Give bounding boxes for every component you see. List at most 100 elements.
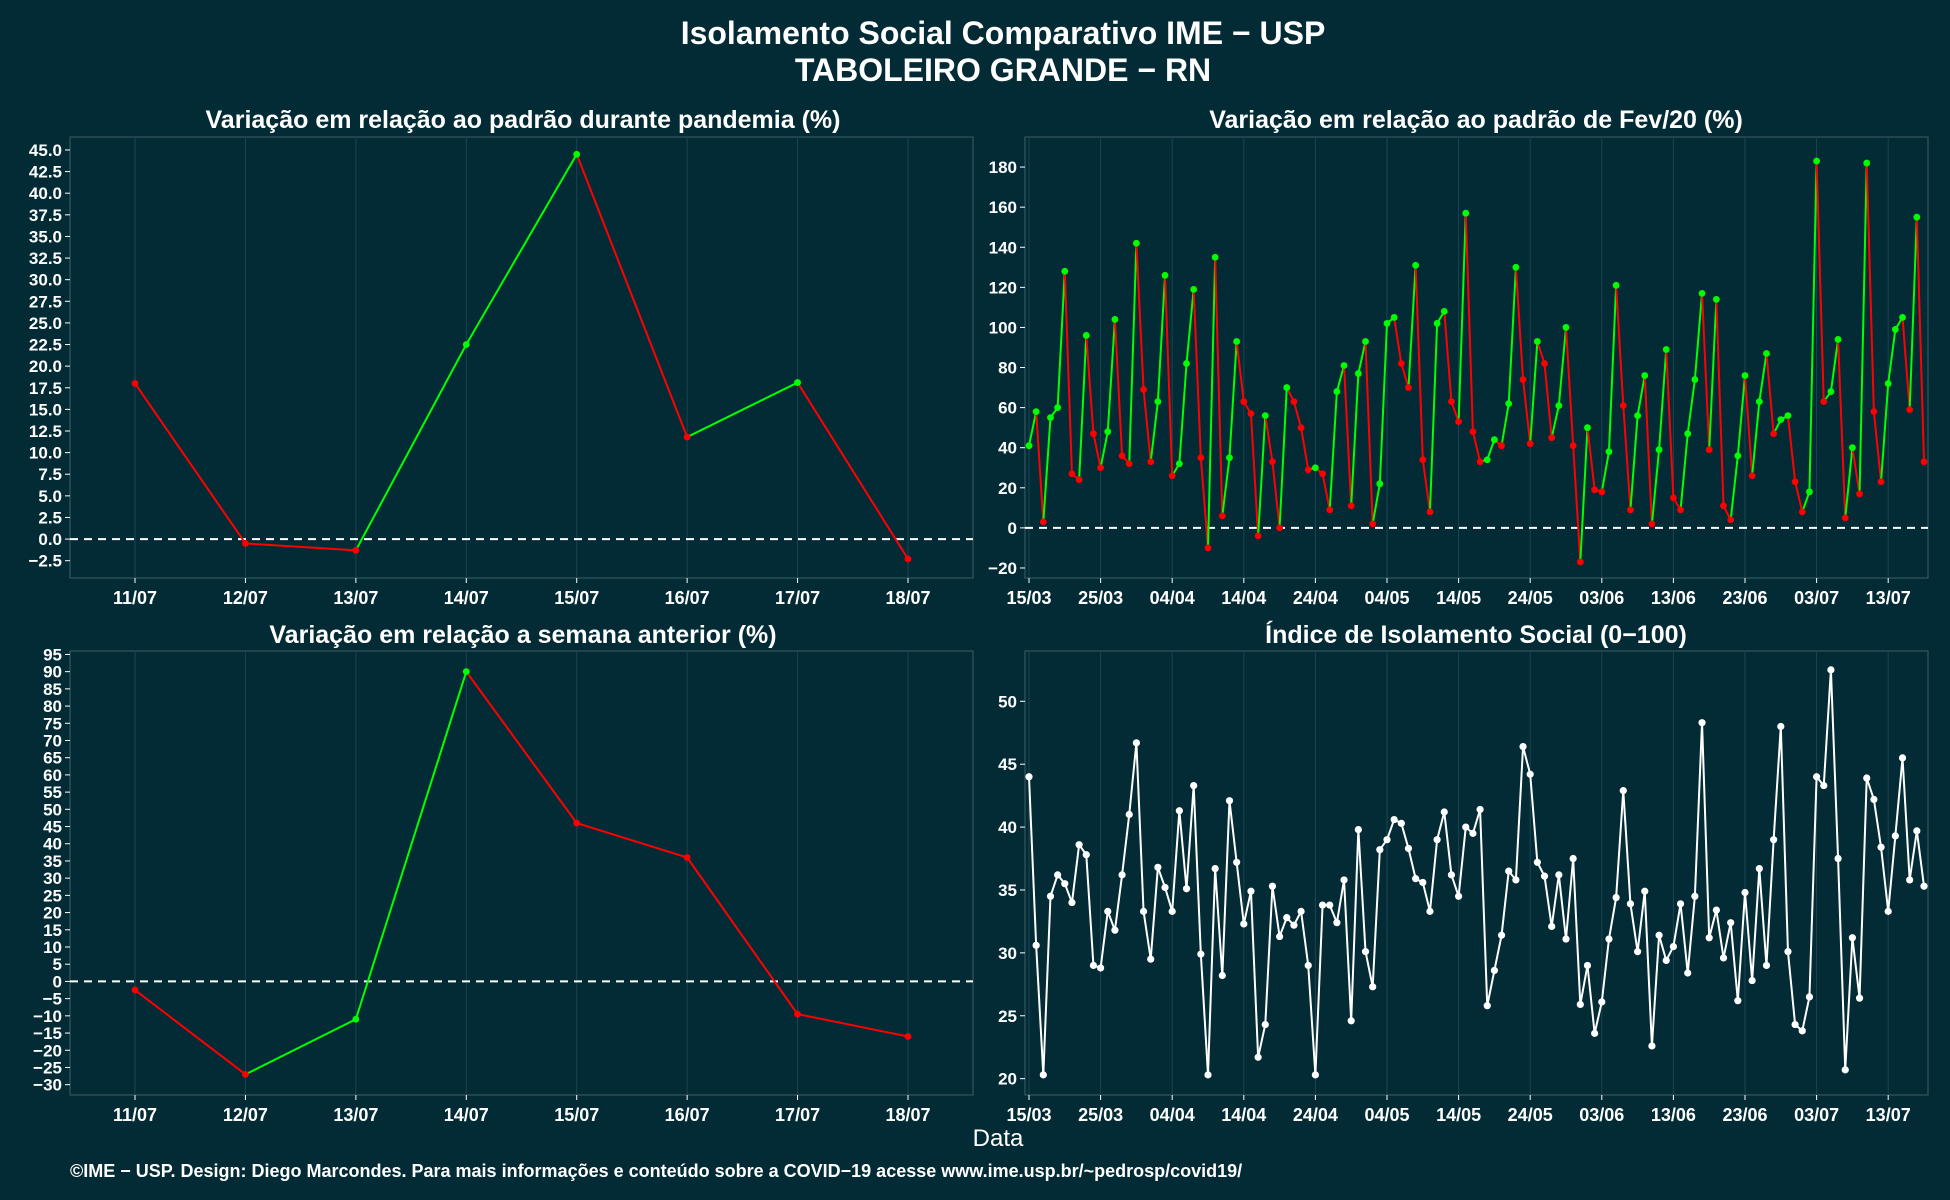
y-tick-label: 0 [1008, 519, 1017, 538]
y-tick-label: 25 [43, 886, 62, 905]
y-tick-label: 30 [43, 869, 62, 888]
series-segment [686, 381, 799, 438]
series-segment [1228, 341, 1238, 458]
series-segment [1708, 299, 1718, 450]
data-point [1419, 878, 1427, 887]
series-segment [1744, 892, 1754, 981]
series-segment [1479, 809, 1489, 1006]
series-segment [1292, 401, 1303, 428]
series-segment [1121, 814, 1131, 876]
series-segment [1421, 459, 1431, 512]
y-tick-label: 30 [998, 944, 1017, 963]
series-segment [1378, 323, 1388, 484]
data-point [1054, 871, 1062, 879]
footer-credit: ©IME − USP. Design: Diego Marcondes. Par… [70, 1161, 1242, 1181]
series-segment [1693, 722, 1704, 897]
data-point [1276, 932, 1284, 941]
series-segment [1565, 858, 1575, 940]
series-segment [1042, 417, 1052, 522]
x-tick-label: 18/07 [885, 588, 930, 608]
series-segment [1636, 375, 1646, 416]
series-segment [1550, 405, 1560, 438]
y-tick-label: 45 [998, 755, 1017, 774]
series-segment [1185, 785, 1195, 889]
data-point [1226, 454, 1233, 462]
series-segment [1393, 317, 1403, 364]
data-point [1261, 1020, 1269, 1029]
data-point [1440, 808, 1448, 816]
series-segment [1457, 213, 1467, 422]
y-tick-label: 60 [43, 766, 62, 785]
series-segment [1908, 830, 1918, 881]
series-segment [1665, 349, 1675, 498]
series-segment [1407, 848, 1417, 879]
data-point [1039, 1071, 1047, 1079]
chart-pandemia: 11/07 12/07 13/07 14/07 15/07 16/07 17/07 18/07… [28, 136, 974, 608]
data-point [1347, 1017, 1355, 1025]
data-point [1898, 754, 1907, 762]
series-segment [1751, 401, 1761, 476]
data-point [1311, 1071, 1319, 1079]
data-point [1125, 460, 1133, 468]
y-tick-label: 10.0 [29, 444, 62, 463]
series-segment [1457, 826, 1467, 897]
series-segment [1400, 363, 1410, 388]
x-tick-label: 14/05 [1436, 1105, 1481, 1125]
series-segment [1371, 483, 1381, 525]
series-segment [1579, 427, 1589, 563]
data-point [1855, 994, 1864, 1002]
data-point [1362, 338, 1369, 345]
data-point [1669, 942, 1677, 951]
series-segment [1880, 383, 1890, 482]
data-point [1304, 466, 1312, 474]
series-segment [1829, 669, 1840, 859]
data-point [1884, 907, 1892, 915]
series-segment [1615, 790, 1625, 898]
y-tick-label: 40.0 [29, 184, 62, 203]
series-segment [1249, 413, 1260, 536]
data-point [1082, 332, 1090, 339]
series-segment [1106, 319, 1116, 432]
series-segment [1529, 774, 1539, 863]
series-segment [1228, 800, 1238, 863]
data-point [1404, 844, 1413, 853]
data-point [1125, 810, 1133, 819]
data-point [1211, 864, 1219, 873]
series-segment [1128, 742, 1138, 815]
series-segment [1543, 876, 1553, 927]
data-point [1462, 209, 1470, 217]
data-point [1584, 424, 1591, 432]
series-segment [1070, 844, 1081, 903]
data-point [1856, 490, 1863, 498]
data-point [1712, 906, 1720, 914]
data-point [1197, 950, 1205, 958]
data-point [904, 1033, 912, 1040]
data-point [1627, 506, 1634, 514]
data-point [462, 668, 470, 676]
data-point [1612, 893, 1620, 902]
series-segment [1729, 455, 1739, 520]
data-point [1154, 863, 1162, 871]
data-point [1662, 956, 1670, 965]
data-point [1877, 478, 1885, 486]
series-segment [1636, 891, 1646, 952]
data-point [1369, 983, 1377, 991]
series-segment [1858, 163, 1868, 494]
y-tick-label: 65 [43, 749, 62, 768]
y-tick-label: 35 [43, 852, 62, 871]
data-point [1347, 502, 1355, 510]
data-point [1089, 961, 1098, 970]
data-point [1269, 458, 1276, 466]
series-segment [1622, 790, 1632, 904]
x-tick-label: 16/07 [665, 1105, 710, 1125]
series-segment [1865, 777, 1875, 800]
x-tick-label: 24/04 [1293, 588, 1338, 608]
series-segment [1271, 886, 1281, 937]
data-point [1591, 486, 1599, 494]
series-segment [1235, 862, 1245, 925]
data-point [573, 819, 581, 827]
series-segment [1471, 809, 1482, 834]
series-segment [1428, 323, 1439, 512]
